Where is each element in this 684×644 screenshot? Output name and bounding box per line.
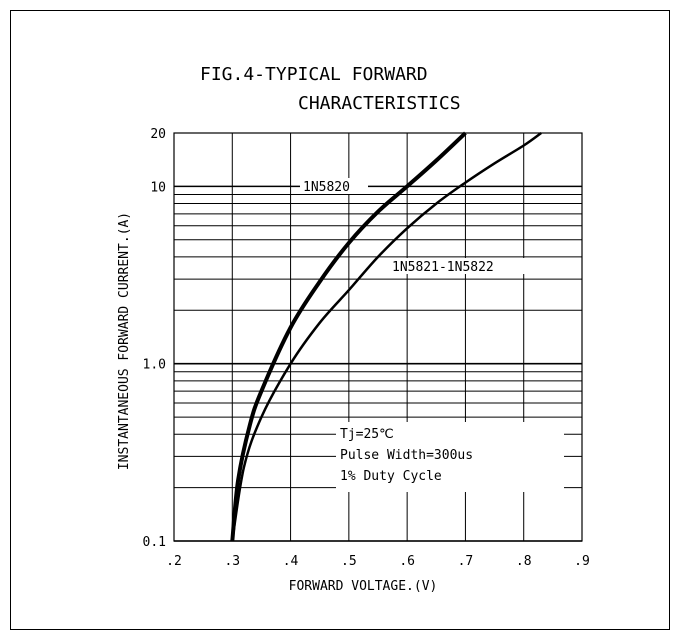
x-tick-label: .2	[166, 554, 182, 569]
series-label-1n5821-1n5822: 1N5821-1N5822	[392, 260, 494, 275]
chart-frame	[10, 10, 670, 630]
chart-title-line1: FIG.4-TYPICAL FORWARD	[200, 64, 428, 85]
x-tick-label: .7	[458, 554, 474, 569]
chart-title-line2: CHARACTERISTICS	[298, 93, 461, 114]
annotation-duty-cycle: 1% Duty Cycle	[340, 469, 442, 484]
annotation-tj: Tj=25℃	[340, 427, 394, 442]
annotation-pulse-width: Pulse Width=300us	[340, 448, 473, 463]
tick-labels: .2 .3 .4 .5 .6 .7 .8 .9 0.1 1.0 10 20	[143, 127, 590, 569]
x-tick-label: .3	[224, 554, 240, 569]
y-tick-label: 1.0	[143, 358, 166, 373]
y-tick-label: 0.1	[143, 535, 166, 550]
x-tick-label: .5	[341, 554, 357, 569]
series-lines	[230, 131, 542, 542]
x-tick-label: .9	[574, 554, 590, 569]
series-label-bg-1n5820	[300, 178, 368, 194]
series-line-1n5821-1n5822	[231, 131, 542, 542]
plot-border	[173, 132, 583, 542]
y-tick-label: 20	[150, 127, 166, 142]
x-tick-label: .6	[399, 554, 415, 569]
x-tick-label: .4	[283, 554, 299, 569]
series-label-1n5820: 1N5820	[303, 180, 350, 195]
series-label-bg-1n5821	[390, 258, 560, 274]
x-tick-label: .8	[516, 554, 532, 569]
y-tick-label: 10	[150, 180, 166, 195]
annotation-bg	[336, 422, 564, 492]
y-axis-label: INSTANTANEOUS FORWARD CURRENT.(A)	[117, 212, 132, 470]
x-axis-label: FORWARD VOLTAGE.(V)	[289, 579, 438, 594]
series-line-1n5820	[230, 131, 467, 542]
